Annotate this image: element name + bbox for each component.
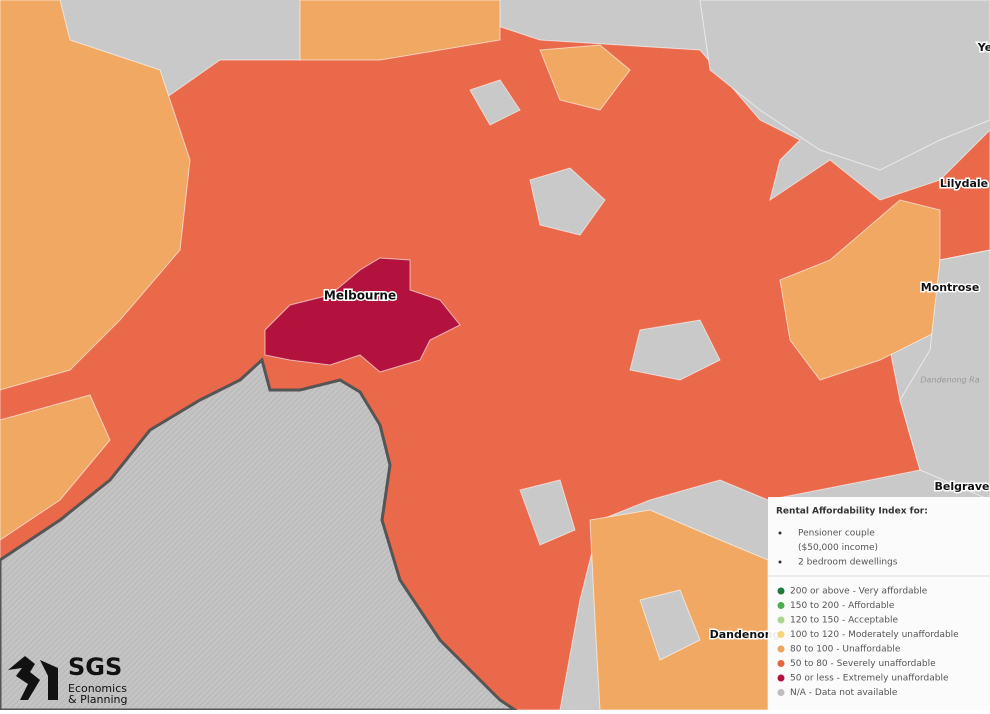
legend-label: 150 to 200 - Affordable (790, 601, 895, 611)
logo: SGS Economics & Planning (8, 653, 127, 706)
place-label: Belgrave (935, 480, 990, 493)
place-label: Montrose (921, 281, 980, 294)
logo-line: & Planning (68, 693, 127, 706)
place-label: Dandenong (710, 628, 781, 641)
legend-swatch (777, 674, 785, 682)
legend-swatch (777, 631, 785, 638)
legend-title: Rental Affordability Index for: (776, 507, 928, 517)
place-label: Melbourne (324, 289, 396, 303)
legend-swatch (777, 660, 785, 667)
legend-label: 120 to 150 - Acceptable (790, 616, 898, 626)
logo-mark (40, 660, 58, 700)
place-label: Dandenong Ra (920, 376, 979, 385)
legend-swatch (777, 587, 785, 595)
legend-swatch (777, 689, 785, 696)
legend-criterion: 2 bedroom dewellings (798, 558, 898, 568)
legend-swatch (777, 602, 785, 609)
place-label: Lilydale (940, 177, 988, 190)
legend-box (768, 497, 990, 710)
legend-criterion: Pensioner couple (798, 529, 875, 539)
logo-line: Economics (68, 682, 127, 695)
legend-label: 50 or less - Extremely unaffordable (790, 674, 949, 684)
legend-label: 200 or above - Very affordable (790, 587, 928, 597)
bay (0, 357, 520, 712)
legend-label: 80 to 100 - Unaffordable (790, 645, 901, 655)
legend-criterion: ($50,000 income) (798, 543, 878, 553)
legend-label: N/A - Data not available (790, 688, 898, 698)
bullet (778, 560, 782, 564)
bullet (778, 531, 782, 535)
legend-label: 50 to 80 - Severely unaffordable (790, 659, 936, 669)
place-label: Ye (977, 41, 990, 54)
logo-mark (8, 656, 40, 700)
place-labels: Melbourne Montrose Lilydale Belgrave Dandeno… (322, 40, 990, 643)
legend-swatch (777, 645, 785, 653)
legend-swatch (777, 616, 785, 624)
legend-label: 100 to 120 - Moderately unaffordable (790, 630, 959, 640)
logo-name: SGS (68, 653, 122, 681)
legend: Rental Affordability Index for: Pensione… (768, 497, 990, 710)
